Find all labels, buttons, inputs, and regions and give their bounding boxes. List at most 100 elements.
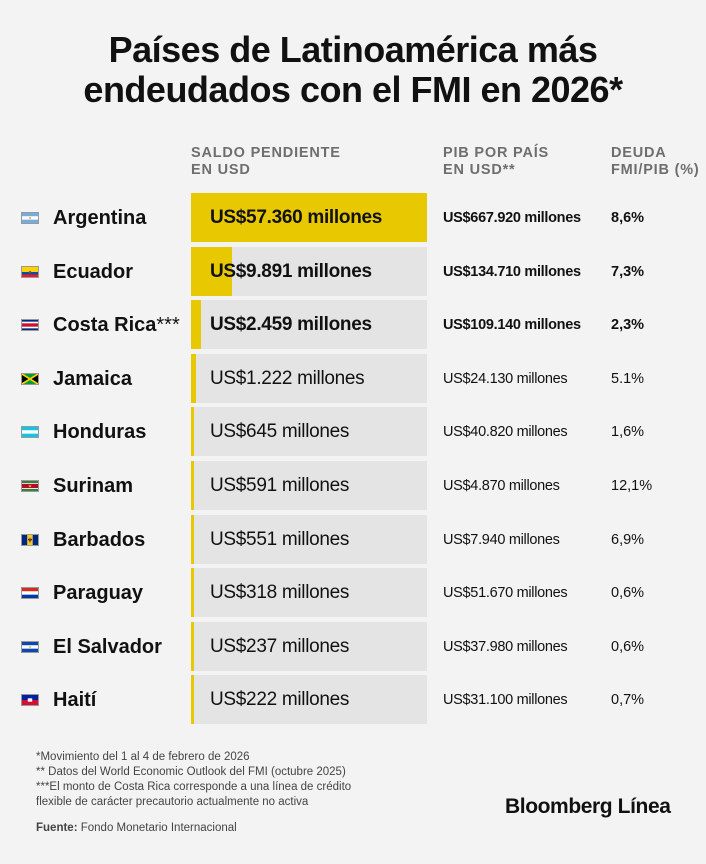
country-label: Barbados	[53, 528, 146, 551]
country-label: Jamaica	[53, 367, 132, 390]
header-saldo-line-1: SALDO PENDIENTE	[191, 145, 341, 161]
country-label: El Salvador	[53, 635, 162, 658]
country-name: Jamaica	[53, 367, 132, 391]
table-row: Costa Rica*** US$2.459 millones US$109.140…	[0, 298, 706, 352]
header-pib-line-1: PIB POR PAÍS	[443, 145, 550, 161]
el-salvador-flag-icon	[21, 640, 39, 653]
country-label: Haití	[53, 689, 97, 712]
barbados-flag-icon	[21, 533, 39, 546]
bar	[191, 353, 197, 403]
pib-value: US$134.710 millones	[443, 263, 581, 280]
footnote-2: ** Datos del World Economic Outlook del …	[36, 766, 346, 778]
bar-track: US$9.891 millones	[191, 246, 427, 296]
bar	[191, 193, 427, 242]
ratio-value: 6,9%	[611, 531, 645, 548]
chart-title: Países de Latinoamérica más endeudados c…	[0, 30, 706, 110]
footnote-3: ***El monto de Costa Rica corresponde a …	[36, 781, 352, 793]
header-ratio-line-2: FMI/PIB (%)	[611, 162, 700, 178]
country-footnote-mark: ***	[156, 314, 180, 337]
bar-value-label: US$551 millones	[210, 528, 350, 550]
bar-value-label: US$57.360 millones	[210, 207, 383, 228]
bar-track: US$237 millones	[191, 621, 427, 671]
ratio-value: 5.1%	[611, 370, 645, 387]
country-name: Costa Rica***	[53, 313, 180, 337]
brand-logo: Bloomberg Línea	[505, 795, 671, 818]
country-label: Ecuador	[53, 260, 134, 283]
costa-rica-flag-icon	[21, 319, 39, 332]
header-saldo: SALDO PENDIENTE EN USD	[191, 145, 341, 179]
bar-track: US$645 millones	[191, 407, 427, 457]
bar	[191, 514, 194, 564]
pib-value: US$109.140 millones	[443, 317, 581, 334]
argentina-flag-icon	[21, 212, 39, 224]
bar	[191, 621, 194, 671]
country-label: Costa Rica	[53, 314, 157, 337]
chart-title-line-1: Países de Latinoamérica más	[108, 29, 598, 70]
ratio-value: 0,7%	[611, 692, 645, 709]
bar-value-label: US$222 millones	[210, 689, 350, 711]
pib-value: US$667.920 millones	[443, 210, 581, 226]
source-note: Fuente: Fondo Monetario Internacional	[36, 821, 237, 836]
pib-value: US$7.940 millones	[443, 531, 560, 548]
table-row: Ecuador US$9.891 millones US$134.710 millo…	[0, 245, 706, 299]
country-name: Ecuador	[53, 260, 133, 284]
bar-track: US$551 millones	[191, 514, 427, 564]
table-row: Barbados US$551 millones US$7.940 millones…	[0, 513, 706, 567]
haiti-flag-icon	[21, 694, 39, 707]
bar	[191, 568, 194, 618]
country-name: Barbados	[53, 528, 145, 552]
ratio-value: 1,6%	[611, 424, 645, 441]
table-row: Jamaica US$1.222 millones US$24.130 millon…	[0, 352, 706, 406]
header-pib-line-2: EN USD**	[443, 162, 516, 178]
header-saldo-line-2: EN USD	[191, 162, 251, 178]
header-ratio-line-1: DEUDA	[611, 145, 667, 161]
bar	[191, 300, 202, 350]
chart-title-line-2: endeudados con el FMI en 2026*	[83, 69, 623, 110]
bar-value-label: US$591 millones	[210, 474, 350, 496]
pib-value: US$4.870 millones	[443, 477, 560, 494]
table-row: Paraguay US$318 millones US$51.670 millone…	[0, 566, 706, 620]
table-row: Haití US$222 millones US$31.100 millones 0,…	[0, 673, 706, 727]
pib-value: US$40.820 millones	[443, 424, 568, 441]
country-name: El Salvador	[53, 635, 162, 659]
bar-track: US$318 millones	[191, 568, 427, 618]
bar-track: US$57.360 millones	[191, 193, 427, 242]
country-name: Honduras	[53, 420, 146, 444]
bar-track: US$591 millones	[191, 460, 427, 510]
header-pib: PIB POR PAÍS EN USD**	[443, 145, 549, 179]
country-label: Paraguay	[53, 582, 144, 605]
footnote-4: flexible de carácter precautorio actualm…	[36, 796, 309, 808]
pib-value: US$51.670 millones	[443, 585, 568, 602]
country-label: Surinam	[53, 474, 134, 497]
ratio-value: 7,3%	[611, 263, 645, 280]
paraguay-flag-icon	[21, 587, 39, 600]
ratio-value: 0,6%	[611, 638, 645, 655]
table-row: Surinam US$591 millones US$4.870 millones 1…	[0, 459, 706, 513]
ratio-value: 8,6%	[611, 210, 645, 226]
ratio-value: 2,3%	[611, 317, 645, 334]
bar-track: US$2.459 millones	[191, 300, 427, 350]
bar-track: US$1.222 millones	[191, 353, 427, 403]
honduras-flag-icon	[21, 426, 39, 439]
country-name: Paraguay	[53, 581, 143, 605]
country-label: Argentina	[53, 207, 147, 229]
table-row: El Salvador US$237 millones US$37.980 mill…	[0, 620, 706, 674]
ratio-value: 0,6%	[611, 585, 645, 602]
bar	[191, 246, 232, 296]
bar-value-label: US$9.891 millones	[210, 260, 372, 282]
ecuador-flag-icon	[21, 265, 39, 278]
pib-value: US$37.980 millones	[443, 638, 568, 655]
footnotes: *Movimiento del 1 al 4 de febrero de 202…	[36, 750, 416, 810]
surinam-flag-icon	[21, 479, 39, 492]
bar-value-label: US$645 millones	[210, 421, 350, 443]
bar	[191, 407, 194, 457]
header-ratio: DEUDA FMI/PIB (%)	[611, 145, 700, 179]
country-name: Surinam	[53, 474, 133, 498]
jamaica-flag-icon	[21, 372, 39, 385]
pib-value: US$24.130 millones	[443, 370, 568, 387]
country-label: Honduras	[53, 421, 147, 444]
country-name: Haití	[53, 688, 96, 712]
source-label: Fuente:	[36, 822, 78, 834]
bar-value-label: US$237 millones	[210, 635, 350, 657]
bar	[191, 460, 194, 510]
